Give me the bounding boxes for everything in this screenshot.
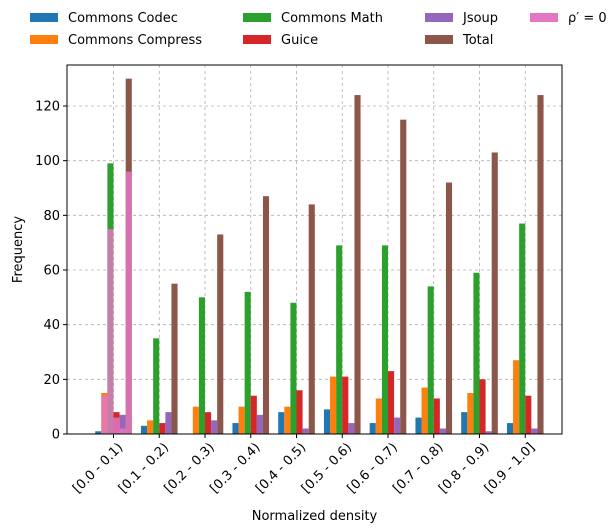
legend-label: Commons Codec [68, 11, 178, 26]
legend-swatch [425, 13, 453, 22]
bar-total [445, 182, 453, 434]
bar-commons-codec [369, 423, 376, 434]
bar-rho-zero [101, 395, 108, 434]
x-axis-label: Normalized density [252, 509, 378, 524]
bar-guice [250, 395, 257, 434]
y-tick-label: 120 [35, 100, 60, 115]
bar-commons-math [473, 272, 480, 434]
bar-rho-zero [119, 428, 126, 434]
y-tick-label: 100 [35, 154, 60, 169]
legend-swatch [243, 13, 271, 22]
bar-jsoup [119, 414, 126, 434]
bar-commons-codec [461, 412, 468, 434]
bar-commons-math [244, 291, 251, 434]
bar-commons-compress [421, 387, 428, 434]
bar-commons-compress [330, 376, 337, 434]
y-tick-label: 20 [43, 373, 60, 388]
bar-commons-codec [415, 417, 422, 434]
bar-guice [342, 376, 349, 434]
y-axis: 0 20 40 60 80 100 120 [35, 100, 67, 443]
legend-swatch [243, 35, 271, 44]
y-tick-label: 40 [43, 318, 60, 333]
legend: Commons Codec Commons Compress Commons Mat… [30, 11, 607, 48]
bar-jsoup [348, 423, 355, 434]
bar-total [354, 95, 361, 435]
bar-guice [525, 395, 532, 434]
bar-commons-math [290, 302, 297, 434]
bar-total [171, 283, 178, 434]
bar-guice [296, 390, 303, 434]
bar-commons-math [427, 286, 434, 434]
legend-swatch [530, 13, 558, 22]
bar-jsoup [302, 428, 309, 434]
bar-total [400, 119, 407, 435]
bar-rho-zero [125, 171, 132, 434]
y-tick-label: 80 [43, 209, 60, 224]
legend-label: Guice [281, 33, 318, 48]
bar-rho-zero [107, 229, 114, 434]
bar-commons-codec [278, 412, 285, 434]
bar-total [308, 204, 315, 434]
legend-label: Commons Math [281, 11, 383, 26]
legend-swatch [425, 35, 453, 44]
y-tick-label: 0 [52, 428, 60, 443]
overlay-bars [101, 171, 132, 434]
bar-rho-zero [113, 417, 120, 434]
bar-commons-compress [375, 398, 382, 434]
bar-commons-math [336, 245, 343, 434]
bar-jsoup [439, 428, 446, 434]
bars [95, 78, 544, 435]
bar-commons-codec [140, 425, 148, 434]
legend-label: Total [462, 33, 493, 48]
bar-commons-math [519, 223, 526, 434]
bar-commons-compress [467, 393, 474, 434]
bar-commons-codec [323, 409, 331, 434]
bar-total [217, 234, 224, 434]
bar-guice [205, 412, 212, 434]
bar-commons-codec [95, 431, 102, 434]
bar-guice [388, 371, 395, 434]
plot-frame [66, 64, 563, 435]
legend-swatch [30, 13, 58, 22]
bar-commons-codec [232, 423, 239, 434]
bar-jsoup [211, 420, 218, 434]
bar-guice [159, 423, 166, 434]
bar-jsoup [485, 431, 492, 434]
bar-total [262, 196, 270, 434]
bar-commons-compress [513, 360, 520, 434]
bar-commons-compress [192, 406, 199, 434]
legend-label: ρ′ = 0 [568, 11, 607, 26]
bar-jsoup [531, 428, 538, 434]
bar-total [491, 152, 498, 434]
y-axis-label: Frequency [11, 216, 26, 283]
bar-commons-compress [147, 420, 154, 434]
x-axis: [0.0 - 0.1)[0.1 - 0.2)[0.2 - 0.3)[0.3 - … [70, 434, 538, 496]
y-tick-label: 60 [43, 264, 60, 279]
bar-commons-math [153, 338, 160, 434]
bar-guice [479, 379, 486, 434]
legend-label: Commons Compress [68, 33, 202, 48]
bar-jsoup [394, 417, 401, 434]
bar-jsoup [256, 414, 263, 434]
bar-guice [433, 398, 440, 434]
bar-total [537, 95, 544, 435]
legend-label: Jsoup [462, 11, 498, 26]
bar-commons-compress [284, 406, 291, 434]
legend-swatch [30, 35, 58, 44]
bar-commons-compress [238, 406, 245, 434]
bar-jsoup [165, 412, 172, 434]
bar-commons-math [198, 297, 205, 434]
bar-commons-math [381, 245, 388, 434]
bar-commons-codec [506, 423, 514, 434]
x-tick-label: [0.9 - 1.0] [482, 440, 538, 496]
